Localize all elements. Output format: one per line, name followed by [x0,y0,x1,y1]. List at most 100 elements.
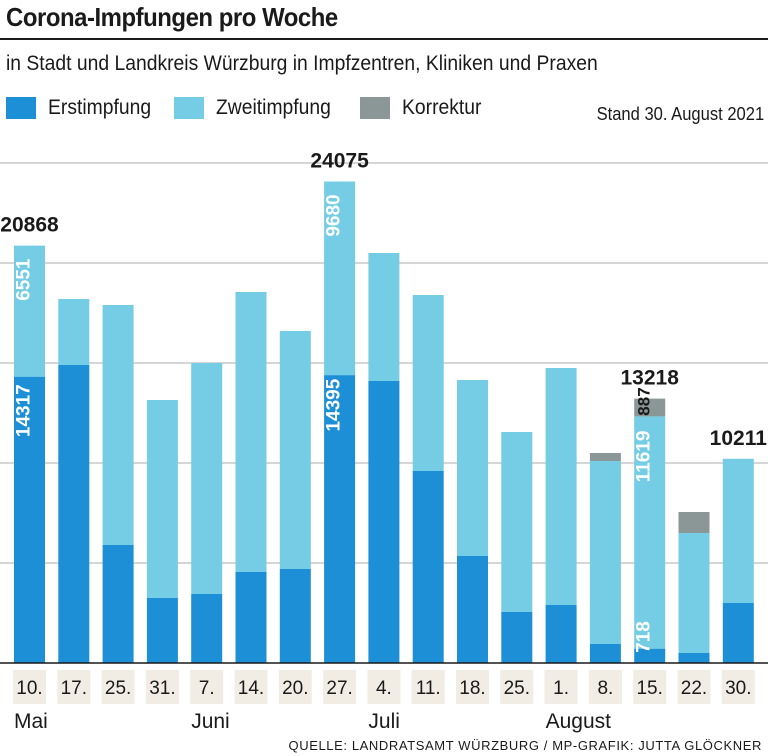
bar-zweitimpfung [589,461,621,644]
month-label: Juli [368,710,400,733]
bar-zweitimpfung [58,299,90,365]
bar-korrektur [634,398,666,417]
tick-label-box [278,670,312,704]
tick-label-box [721,670,755,704]
legend-item-zweitimpfung: Zweitimpfung [174,96,341,120]
x-tick-label: 17. [61,678,87,699]
legend-item-korrektur: Korrektur [360,96,488,120]
tick-label-box [544,670,578,704]
segment-label-erstimpfung: 14395 [324,378,345,431]
legend-item-erstimpfung: Erstimpfung [6,96,160,120]
tick-label-box [677,670,711,704]
bar-erstimpfung [191,594,223,663]
legend-label-zweitimpfung: Zweitimpfung [216,96,331,119]
tick-label-box [323,670,357,704]
x-tick-label: 1. [553,678,569,699]
tick-label-box [57,670,91,704]
bar-erstimpfung [678,653,710,663]
bar-zweitimpfung [368,253,400,381]
segment-label-korrektur: 887 [635,387,654,415]
x-tick-label: 18. [459,678,485,699]
bar-zweitimpfung [102,305,134,545]
x-tick-label: 11. [416,678,441,699]
bar-zweitimpfung [501,432,533,612]
segment-label-zweitimpfung: 11619 [634,430,655,482]
x-tick-label: 15. [636,678,662,699]
segment-label-zweitimpfung: 6551 [14,258,35,301]
bar-korrektur [589,453,621,461]
total-label: 24075 [310,150,369,173]
legend-label-korrektur: Korrektur [402,96,482,119]
x-tick-label: 22. [681,678,707,699]
x-tick-label: 14. [238,678,264,699]
bar-korrektur [678,512,710,533]
bar-erstimpfung [634,648,666,663]
chart-subtitle: in Stadt und Landkreis Würzburg in Impfz… [6,52,598,75]
tick-label-box [190,670,224,704]
bar-erstimpfung [14,376,45,663]
bar-zweitimpfung [457,380,488,556]
x-tick-label: 31. [149,678,175,699]
x-tick-label: 7. [199,678,215,699]
chart-title: Corona-Impfungen pro Woche [6,2,338,32]
total-label: 10211 [710,427,768,450]
bar-zweitimpfung [678,533,710,653]
segment-label-erstimpfung: 14317 [14,384,35,437]
tick-label-box [456,670,489,704]
tick-label-box [101,670,135,704]
bar-zweitimpfung [279,331,311,569]
bar-zweitimpfung [146,400,178,598]
bar-zweitimpfung [14,245,45,377]
tick-label-box [633,670,667,704]
x-tick-label: 27. [326,678,352,699]
tick-label-box [234,670,268,704]
segment-label-erstimpfung: 718 [634,621,655,653]
legend-swatch-zweitimpfung [174,97,204,119]
total-label: 20868 [0,214,59,237]
tick-label-box [411,670,445,704]
x-tick-label: 10. [16,678,42,699]
legend-swatch-korrektur [360,97,390,119]
bar-erstimpfung [722,603,754,663]
x-tick-label: 25. [504,678,530,699]
title-rule [0,38,768,40]
bar-erstimpfung [279,569,311,663]
bar-erstimpfung [58,365,90,663]
tick-label-box [588,670,622,704]
tick-label-box [145,670,179,704]
legend-swatch-erstimpfung [6,97,36,119]
tick-label-box [367,670,401,704]
bar-erstimpfung [457,556,488,663]
bar-zweitimpfung [545,368,577,605]
bar-zweitimpfung [412,295,444,471]
bar-erstimpfung [235,572,267,663]
x-tick-label: 20. [282,678,308,699]
bar-erstimpfung [324,375,356,663]
tick-label-box [13,670,46,704]
month-label: August [546,710,612,733]
bar-zweitimpfung [235,292,267,572]
month-label: Mai [14,710,48,733]
stand-date: Stand 30. August 2021 [596,104,764,124]
segment-label-zweitimpfung: 9680 [324,194,345,236]
bar-zweitimpfung [191,363,223,594]
bar-erstimpfung [102,545,134,663]
bar-zweitimpfung [324,181,356,376]
bar-zweitimpfung [722,458,754,603]
x-tick-label: 25. [105,678,131,699]
month-label: Juni [191,710,230,733]
bar-erstimpfung [589,644,621,663]
bar-erstimpfung [368,381,400,663]
tick-label-box [500,670,534,704]
bar-erstimpfung [412,471,444,663]
bar-erstimpfung [501,612,533,663]
total-label: 13218 [620,367,679,390]
bar-zweitimpfung [634,416,666,649]
x-tick-label: 30. [725,678,751,699]
legend-label-erstimpfung: Erstimpfung [48,96,152,119]
source-credit: QUELLE: LANDRATSAMT WÜRZBURG / MP-GRAFIK… [288,738,762,753]
bar-erstimpfung [146,598,178,663]
x-tick-label: 8. [597,678,613,699]
bar-erstimpfung [545,605,577,663]
